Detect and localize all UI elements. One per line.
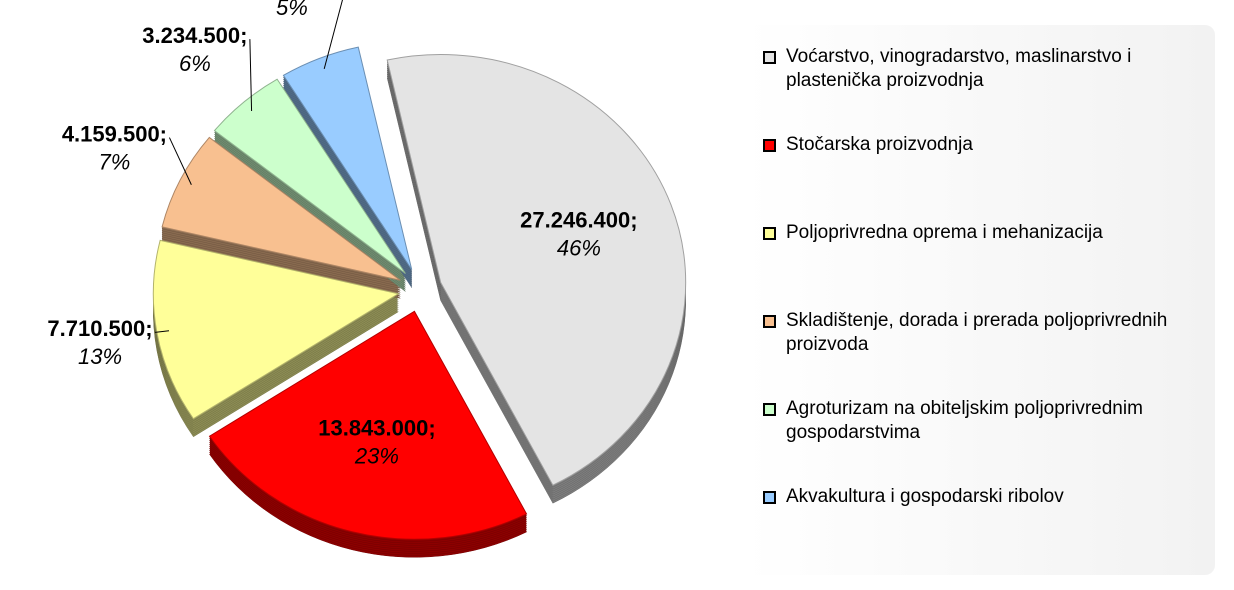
value-label: 27.246.400; (520, 208, 637, 233)
legend-label: Poljoprivredna oprema i mehanizacija (786, 222, 1103, 243)
slice (213, 78, 406, 274)
value-label: 4.159.500; (62, 121, 167, 146)
legend-label: Akvakultura i gospodarski ribolov (786, 486, 1064, 507)
legend-label: Voćarstvo, vinogradarstvo, maslinarstvo … (786, 46, 1132, 91)
legend-swatch (763, 51, 776, 64)
percent-label: 7% (99, 149, 131, 174)
percent-label: 6% (179, 51, 211, 76)
legend-item: Skladištenje, dorada i prerada poljopriv… (763, 309, 1197, 379)
percent-label: 13% (78, 344, 122, 369)
legend-label: Stočarska proizvodnja (786, 134, 973, 155)
slice (282, 46, 413, 270)
legend-swatch (763, 491, 776, 504)
leader-line (249, 39, 253, 112)
legend-item: Poljoprivredna oprema i mehanizacija (763, 221, 1197, 291)
pie-area: 27.246.400; 46% 13.843.000; 23% 7.710.500; 13… (47, 0, 687, 558)
legend-swatch (763, 315, 776, 328)
leader-line (323, 0, 343, 70)
legend-item: Akvakultura i gospodarski ribolov (763, 485, 1197, 555)
legend-swatch (763, 139, 776, 152)
legend-label: Agroturizam na obiteljskim poljoprivredn… (786, 398, 1143, 443)
slice (386, 54, 687, 486)
value-label: 13.843.000; (318, 415, 435, 440)
leader-line (154, 330, 170, 333)
percent-label: 23% (354, 443, 399, 468)
legend: Voćarstvo, vinogradarstvo, maslinarstvo … (745, 25, 1215, 575)
legend-item: Agroturizam na obiteljskim poljoprivredn… (763, 397, 1197, 467)
slice (208, 310, 528, 540)
legend-swatch (763, 227, 776, 240)
percent-label: 46% (557, 236, 601, 261)
percent-label: 5% (276, 0, 308, 20)
legend-item: Stočarska proizvodnja (763, 133, 1197, 203)
slice (152, 239, 400, 420)
slice (161, 136, 401, 281)
legend-item: Voćarstvo, vinogradarstvo, maslinarstvo … (763, 45, 1197, 115)
legend-swatch (763, 403, 776, 416)
value-label: 3.234.500; (142, 23, 247, 48)
leader-line (168, 137, 192, 185)
value-label: 7.710.500; (47, 316, 152, 341)
legend-label: Skladištenje, dorada i prerada poljopriv… (786, 310, 1168, 355)
